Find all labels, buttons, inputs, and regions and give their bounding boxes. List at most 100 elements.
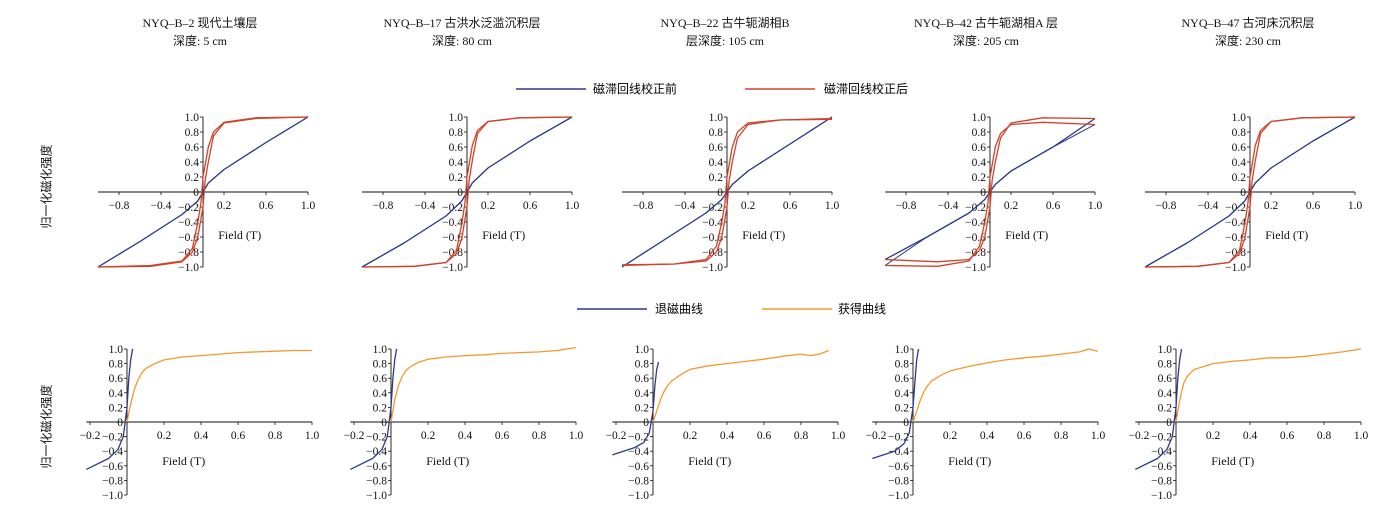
- x-tick-label: 0.2: [421, 430, 436, 442]
- y-tick-label: 0.2: [449, 172, 464, 184]
- y-tick-label: −0.2: [888, 432, 909, 444]
- y-tick-label: −0.4: [965, 217, 986, 229]
- panel-sample-4: NYQ–B–42 古牛轭湖相A 层: [913, 16, 1058, 30]
- y-tick-label: −0.8: [702, 247, 723, 259]
- series-line-2: [126, 349, 312, 423]
- series-line-2: [1175, 348, 1362, 423]
- x-axis-title: Field (T): [1265, 228, 1308, 242]
- x-tick-label: −0.2: [866, 430, 887, 442]
- y-tick-label: 0.4: [373, 388, 388, 400]
- x-tick-label: 1.0: [1354, 430, 1369, 442]
- x-tick-label: −0.8: [1156, 200, 1177, 212]
- x-tick-label: −0.2: [606, 430, 627, 442]
- hysteresis-panel-4: −1.0−0.8−0.6−0.4−0.200.20.40.60.81.0−0.8…: [884, 112, 1102, 274]
- hysteresis-panel-3: −1.0−0.8−0.6−0.4−0.200.20.40.60.81.0−0.8…: [621, 112, 840, 274]
- y-tick-label: −1.0: [366, 490, 387, 502]
- y-tick-label: 0.4: [635, 388, 650, 400]
- x-tick-label: 0.2: [943, 430, 958, 442]
- x-tick-label: 0.6: [231, 430, 246, 442]
- panel-title-2: NYQ–B–17 古洪水泛滥沉积层 深度: 80 cm: [342, 14, 582, 50]
- y-tick-label: 0.2: [1158, 402, 1173, 414]
- x-tick-label: −0.2: [1129, 430, 1150, 442]
- x-axis-title: Field (T): [426, 454, 469, 468]
- irm-panel-2: 1.00.80.60.40.20−0.2−0.4−0.6−0.8−1.0−0.2…: [344, 344, 584, 502]
- x-tick-label: 0.4: [1243, 430, 1258, 442]
- y-tick-label: 0: [980, 187, 986, 199]
- y-tick-label: 0.6: [109, 373, 124, 385]
- y-tick-label: 1.0: [709, 112, 724, 124]
- panel-sample-3: NYQ–B–22 古牛轭湖相B: [660, 16, 790, 30]
- x-tick-label: 0.8: [268, 430, 283, 442]
- irm-panel-5: 1.00.80.60.40.20−0.2−0.4−0.6−0.8−1.0−0.2…: [1129, 344, 1369, 502]
- x-axis-title: Field (T): [482, 228, 525, 242]
- y-tick-label: −0.6: [102, 461, 123, 473]
- y-tick-label: 0.4: [109, 388, 124, 400]
- y-tick-label: −0.2: [102, 432, 123, 444]
- y-tick-label: 0: [117, 417, 123, 429]
- y-tick-label: −0.6: [366, 461, 387, 473]
- series-line-1: [872, 348, 920, 460]
- x-tick-label: 0.4: [720, 430, 735, 442]
- panel-sample-5: NYQ–B–47 古河床沉积层: [1181, 16, 1315, 30]
- x-tick-label: 0.2: [481, 200, 496, 212]
- y-tick-label: 0.8: [1158, 359, 1173, 371]
- y-tick-label: 0: [1240, 187, 1246, 199]
- y-tick-label: −0.4: [702, 217, 723, 229]
- x-tick-label: −0.8: [633, 200, 654, 212]
- x-tick-label: 0.2: [1264, 200, 1279, 212]
- legend-before-label: 磁滞回线校正前: [593, 81, 677, 96]
- x-tick-label: 0.4: [458, 430, 473, 442]
- x-tick-label: 1.0: [1348, 200, 1363, 212]
- y-tick-label: 0.4: [449, 157, 464, 169]
- y-tick-label: 1.0: [185, 112, 200, 124]
- x-tick-label: 0.2: [683, 430, 698, 442]
- x-tick-label: 1.0: [825, 200, 840, 212]
- x-tick-label: 1.0: [831, 430, 846, 442]
- y-tick-label: −0.4: [1151, 446, 1172, 458]
- y-tick-label: 0.8: [972, 127, 987, 139]
- y-tick-label: 0: [381, 417, 387, 429]
- y-tick-label: 0: [193, 187, 199, 199]
- panel-depth-2: 深度: 80 cm: [432, 34, 492, 48]
- y-tick-label: −1.0: [628, 490, 649, 502]
- y-tick-label: −1.0: [888, 490, 909, 502]
- y-tick-label: −0.2: [1225, 202, 1246, 214]
- y-tick-label: −1.0: [702, 262, 723, 274]
- x-tick-label: 1.0: [305, 430, 320, 442]
- legend-top: 磁滞回线校正前 磁滞回线校正后: [516, 81, 908, 96]
- x-tick-label: 0.6: [1017, 430, 1032, 442]
- y-tick-label: 0.6: [895, 373, 910, 385]
- panel-title-3: NYQ–B–22 古牛轭湖相B 层深度: 105 cm: [605, 14, 845, 50]
- panel-title-5: NYQ–B–47 古河床沉积层 深度: 230 cm: [1128, 14, 1368, 50]
- x-tick-label: 0.4: [194, 430, 209, 442]
- x-tick-label: −0.4: [1198, 200, 1219, 212]
- x-tick-label: 0.8: [1054, 430, 1069, 442]
- panel-sample-1: NYQ–B–2 现代土壤层: [142, 16, 258, 30]
- y-tick-label: 0.6: [972, 142, 987, 154]
- x-tick-label: −0.8: [896, 200, 917, 212]
- y-tick-label: 1.0: [635, 344, 650, 356]
- irm-panel-4: 1.00.80.60.40.20−0.2−0.4−0.6−0.8−1.0−0.2…: [866, 344, 1106, 502]
- x-tick-label: −0.4: [675, 200, 696, 212]
- legend-acq-label: 获得曲线: [838, 301, 886, 316]
- y-tick-label: 0.8: [373, 359, 388, 371]
- x-tick-label: 0.2: [1206, 430, 1221, 442]
- y-tick-label: −0.8: [1151, 475, 1172, 487]
- x-tick-label: 0.6: [1306, 200, 1321, 212]
- y-tick-label: 0.2: [895, 402, 910, 414]
- y-tick-label: 0.6: [1232, 142, 1247, 154]
- x-axis-title: Field (T): [742, 228, 785, 242]
- y-tick-label: −0.2: [628, 432, 649, 444]
- y-tick-label: −0.6: [628, 461, 649, 473]
- x-axis-title: Field (T): [218, 228, 261, 242]
- x-tick-label: 0.8: [1317, 430, 1332, 442]
- y-tick-label: −0.4: [628, 446, 649, 458]
- hysteresis-panel-1: −1.0−0.8−0.6−0.4−0.200.20.40.60.81.0−0.8…: [97, 112, 315, 274]
- legend-demag-label: 退磁曲线: [655, 301, 703, 316]
- legend-bottom: 退磁曲线 获得曲线: [577, 301, 886, 316]
- panel-title-1: NYQ–B–2 现代土壤层 深度: 5 cm: [80, 14, 320, 50]
- y-tick-label: 0.6: [449, 142, 464, 154]
- y-tick-label: −0.8: [366, 475, 387, 487]
- hysteresis-panel-2: −1.0−0.8−0.6−0.4−0.200.20.40.60.81.0−0.8…: [361, 112, 579, 274]
- y-tick-label: −1.0: [442, 262, 463, 274]
